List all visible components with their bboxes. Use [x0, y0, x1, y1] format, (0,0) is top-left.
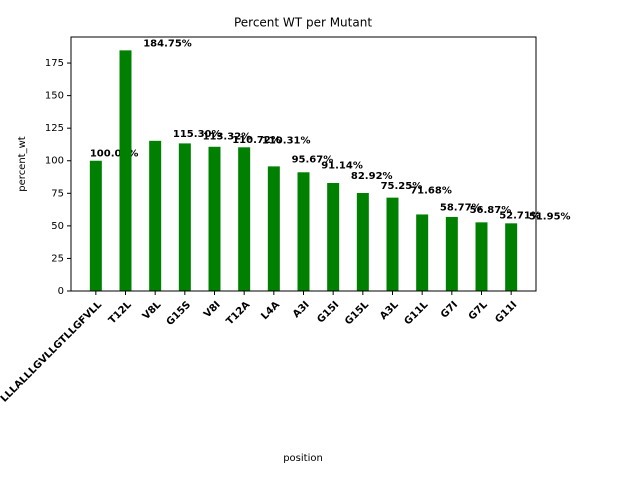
x-tick-label: L4A — [259, 299, 282, 322]
value-label: 113.32% — [203, 131, 252, 142]
x-tick-label: T12L — [107, 299, 134, 326]
bar — [267, 166, 280, 291]
value-label: 91.14% — [321, 160, 363, 171]
x-tick-label: G7I — [439, 299, 460, 320]
y-tick-label: 150 — [45, 91, 64, 102]
value-label: 58.77% — [440, 202, 482, 213]
value-label: 82.92% — [351, 171, 393, 182]
value-label: 110.31% — [262, 135, 311, 146]
plot-frame — [70, 36, 537, 292]
value-label: 51.95% — [529, 211, 571, 222]
bar — [386, 197, 399, 291]
bar — [208, 146, 221, 291]
bar — [445, 216, 458, 291]
bar — [297, 172, 310, 291]
value-label: 110.72% — [232, 135, 281, 146]
x-tick-label: G15L — [343, 299, 371, 327]
value-label: 75.25% — [381, 181, 423, 192]
y-tick-label: 0 — [58, 286, 64, 297]
value-label: 184.75% — [143, 38, 192, 49]
y-tick-label: 75 — [51, 188, 64, 199]
x-tick-label: G7L — [467, 299, 490, 322]
value-label: 71.68% — [410, 186, 452, 197]
y-tick-label: 175 — [45, 58, 64, 69]
bar — [505, 223, 518, 291]
y-axis-label: percent_wt — [17, 136, 28, 191]
x-tick-label: T12A — [224, 299, 252, 327]
x-tick-label: V8I — [202, 299, 223, 320]
y-tick-label: 100 — [45, 156, 64, 167]
bar — [149, 140, 162, 291]
bar — [327, 182, 340, 291]
bar — [119, 50, 132, 291]
x-tick-label: G11L — [402, 299, 430, 327]
value-label: 95.67% — [292, 154, 334, 165]
x-tick-label: G15S — [165, 299, 194, 328]
bar — [475, 222, 488, 291]
x-tick-label: G15I — [315, 299, 341, 325]
y-tick-label: 125 — [45, 123, 64, 134]
bar — [89, 160, 102, 291]
x-tick-label: LLLALLLGVLLGTLLGFVLL — [0, 299, 105, 405]
chart-title: Percent WT per Mutant — [234, 16, 372, 30]
bar — [416, 214, 429, 291]
bar — [238, 147, 251, 291]
x-axis-label: position — [283, 453, 323, 464]
value-label: 52.71% — [499, 210, 541, 221]
value-label: 115.30% — [173, 129, 222, 140]
value-label: 56.87% — [470, 205, 512, 216]
x-tick-label: V8L — [141, 299, 164, 322]
value-label: 100.00% — [90, 149, 139, 160]
x-tick-label: G11I — [493, 299, 519, 325]
bar — [356, 192, 369, 291]
bar — [178, 143, 191, 291]
x-tick-label: A3L — [378, 299, 401, 322]
y-tick-label: 50 — [51, 221, 64, 232]
x-tick-label: A3I — [291, 299, 312, 320]
y-tick-label: 25 — [51, 253, 64, 264]
